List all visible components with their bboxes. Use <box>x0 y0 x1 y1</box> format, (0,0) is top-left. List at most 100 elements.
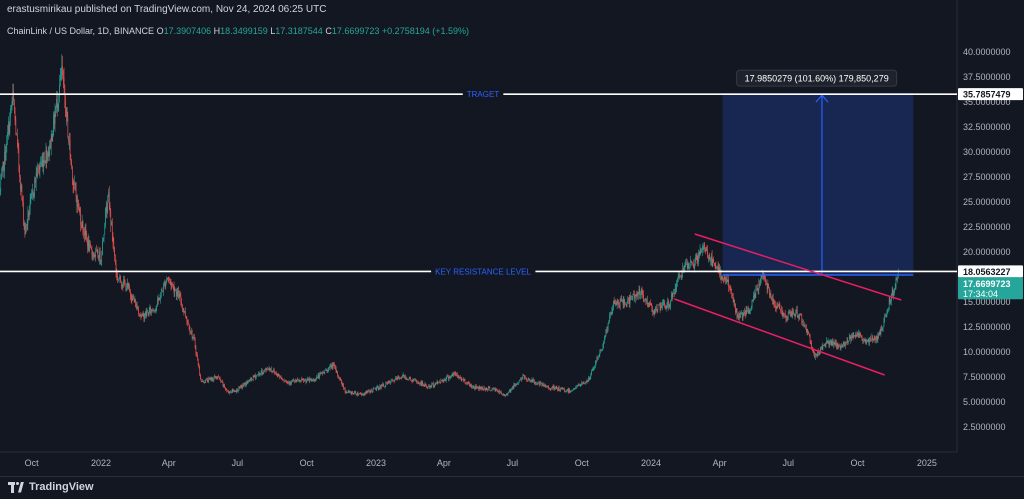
candle-body <box>639 289 640 294</box>
candle-body <box>245 383 246 384</box>
x-tick-label: Oct <box>25 458 40 468</box>
candle-body <box>854 335 855 336</box>
candle-body <box>47 152 48 161</box>
candle-body <box>673 293 674 294</box>
candle-body <box>408 379 409 380</box>
candle-body <box>428 386 429 387</box>
candle-body <box>226 389 227 390</box>
candle-body <box>369 390 370 391</box>
candle-body <box>597 358 598 362</box>
candle-body <box>271 369 272 371</box>
candle-body <box>895 288 896 289</box>
candle-body <box>395 379 396 382</box>
candle-body <box>215 376 216 378</box>
candle-body <box>474 386 475 389</box>
candle-body <box>322 372 323 373</box>
candle-body <box>119 279 120 280</box>
tradingview-logo[interactable]: TradingView <box>8 481 94 493</box>
candle-body <box>667 305 668 307</box>
candle-body <box>329 366 330 367</box>
candle-body <box>107 206 108 212</box>
candle-body <box>261 370 262 373</box>
candle-body <box>70 140 71 154</box>
candle-body <box>641 291 642 294</box>
candle-body <box>490 391 491 392</box>
candle-body <box>597 358 598 359</box>
candle-body <box>233 390 234 391</box>
candle-body <box>142 313 143 316</box>
candle-body <box>804 326 805 327</box>
candle-body <box>882 328 883 331</box>
candle-body <box>157 299 158 306</box>
candle-body <box>171 282 172 286</box>
candle-body <box>685 264 686 267</box>
candle-body <box>872 336 873 340</box>
candle-body <box>52 135 53 141</box>
candle-body <box>348 391 349 393</box>
candle-body <box>266 369 267 370</box>
candle-body <box>765 280 766 283</box>
candle-body <box>730 288 731 290</box>
candle-body <box>535 382 536 384</box>
candle-body <box>145 312 146 316</box>
y-tick-label: 12.5000000 <box>963 322 1011 332</box>
candle-body <box>890 298 891 302</box>
high-value: 18.3499159 <box>220 26 268 36</box>
candle-body <box>259 374 260 376</box>
candle-body <box>795 313 796 316</box>
candle-body <box>693 263 694 266</box>
candle-body <box>756 289 757 290</box>
candle-body <box>765 278 766 280</box>
candle-body <box>294 380 295 381</box>
candle-body <box>321 373 322 374</box>
candle-body <box>14 101 15 112</box>
candle-body <box>603 342 604 346</box>
candle-body <box>587 381 588 382</box>
candle-body <box>468 382 469 383</box>
candle-body <box>275 373 276 374</box>
candle-body <box>414 380 415 381</box>
candle-body <box>311 380 312 381</box>
candle-body <box>49 152 50 156</box>
candle-body <box>297 379 298 380</box>
candle-body <box>15 112 16 120</box>
candle-body <box>512 387 513 388</box>
candle-body <box>848 341 849 342</box>
candle-body <box>554 386 555 389</box>
candle-body <box>830 341 831 343</box>
candle-body <box>121 282 122 286</box>
candle-body <box>704 243 705 248</box>
candle-body <box>3 162 4 168</box>
candle-body <box>444 379 445 381</box>
y-tick-label: 40.0000000 <box>963 47 1011 57</box>
candle-body <box>490 388 491 391</box>
candle-body <box>42 160 43 162</box>
candle-body <box>460 377 461 378</box>
candle-body <box>133 296 134 299</box>
candle-body <box>679 276 680 277</box>
candle-body <box>793 311 794 315</box>
candle-body <box>583 382 584 383</box>
candle-body <box>537 384 538 385</box>
candle-body <box>74 183 75 185</box>
candle-body <box>130 291 131 296</box>
candle-body <box>400 378 401 379</box>
candle-body <box>327 370 328 371</box>
candle-body <box>318 375 319 378</box>
candle-body <box>354 393 355 394</box>
last-price-label: 17.6699723 <box>963 279 1011 289</box>
candle-body <box>740 314 741 315</box>
candle-body <box>410 378 411 380</box>
candle-body <box>572 390 573 391</box>
candle-body <box>268 370 269 371</box>
candle-body <box>315 381 316 382</box>
candle-body <box>116 272 117 276</box>
y-tick-label: 10.0000000 <box>963 347 1011 357</box>
candle-body <box>859 333 860 335</box>
candle-body <box>152 309 153 310</box>
candle-body <box>298 380 299 381</box>
candle-body <box>213 379 214 381</box>
candle-body <box>55 108 56 114</box>
